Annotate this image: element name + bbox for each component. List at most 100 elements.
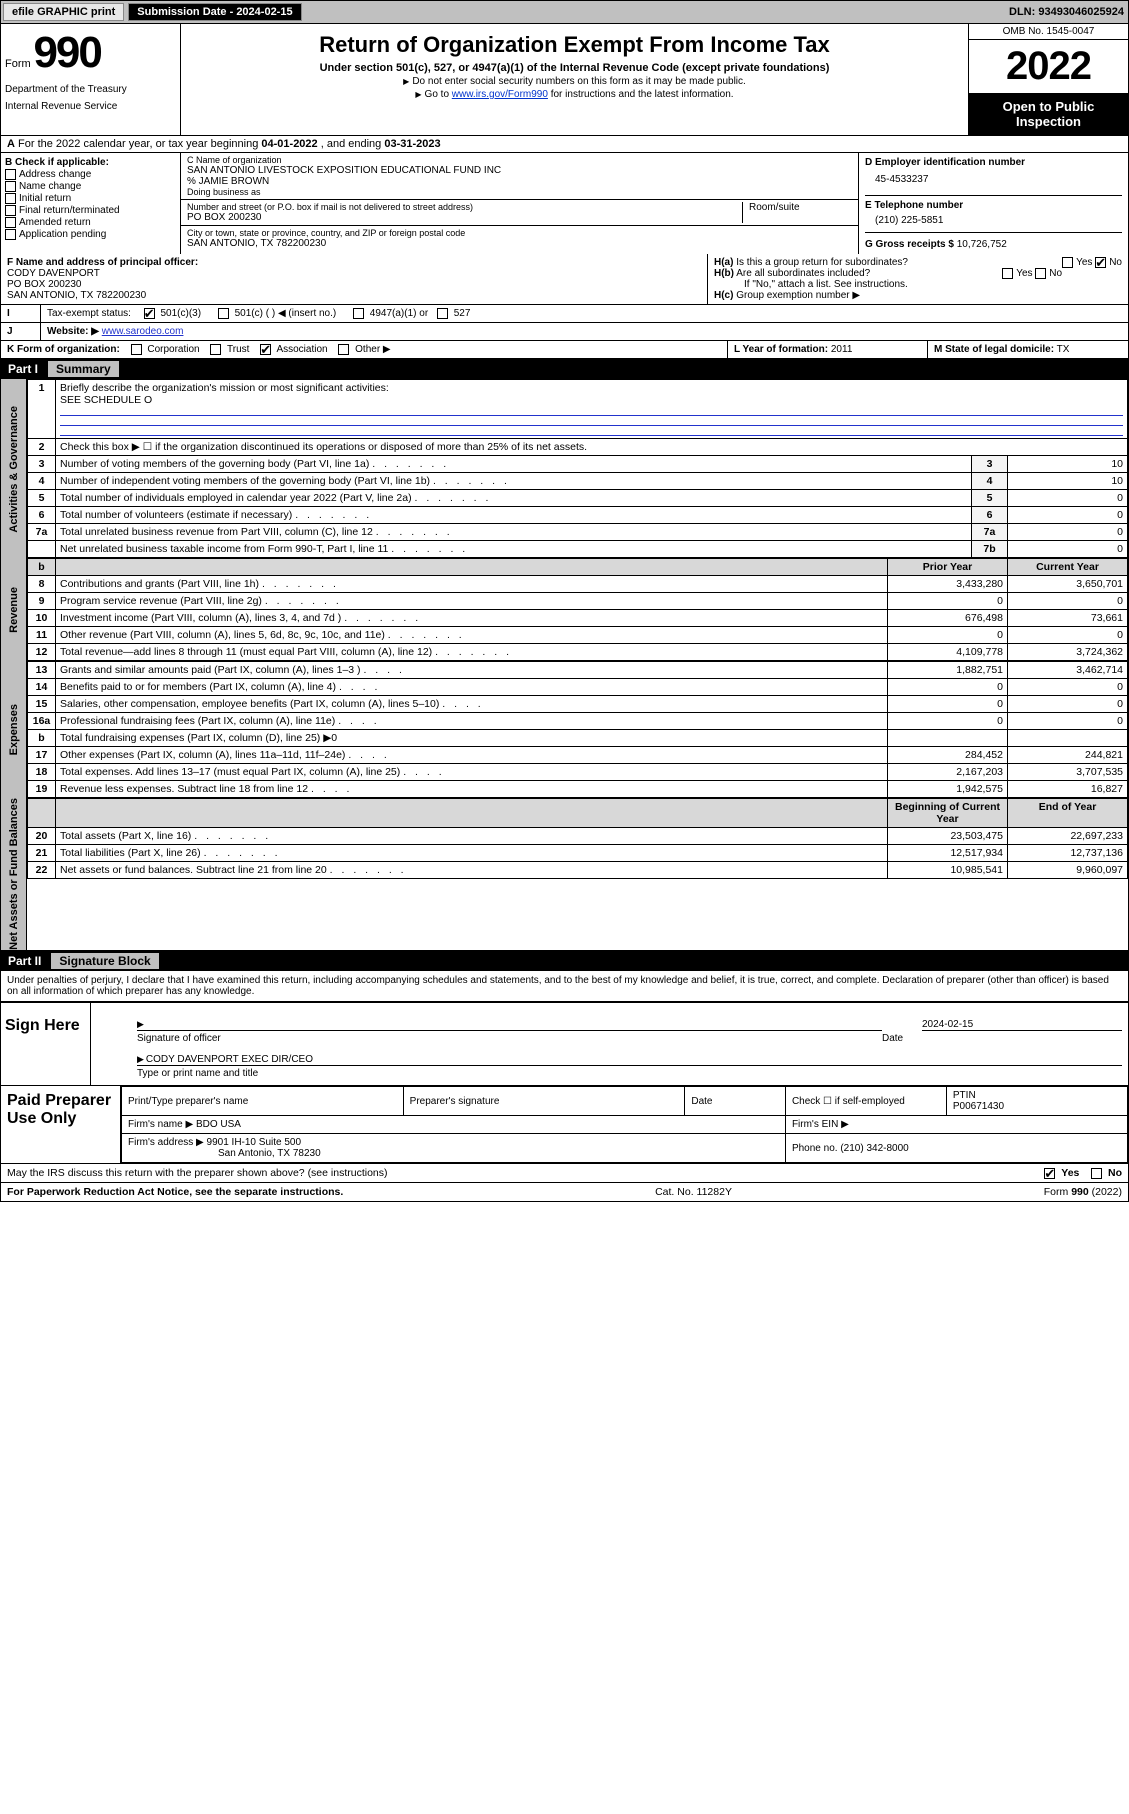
chk-501c3[interactable] — [144, 308, 155, 319]
chk-4947[interactable] — [353, 308, 364, 319]
firm-city-val: San Antonio, TX 78230 — [218, 1148, 321, 1159]
l-val: 2011 — [831, 344, 853, 355]
dln-label: DLN: 93493046025924 — [1005, 6, 1128, 18]
c-room-lbl: Room/suite — [742, 202, 852, 223]
discuss-text: May the IRS discuss this return with the… — [7, 1167, 388, 1179]
row-i-tax-status: I Tax-exempt status: 501(c)(3) 501(c) ( … — [0, 305, 1129, 323]
opt-amended: Amended return — [19, 217, 91, 228]
irs-label: Internal Revenue Service — [5, 101, 176, 112]
firm-name-lbl: Firm's name ▶ — [128, 1119, 193, 1130]
paid-preparer-label: Paid Preparer Use Only — [1, 1086, 121, 1163]
i-lbl: Tax-exempt status: — [47, 308, 131, 319]
pra-notice: For Paperwork Reduction Act Notice, see … — [7, 1186, 343, 1198]
hdr-current: Current Year — [1008, 559, 1128, 576]
chk-name-change[interactable] — [5, 181, 16, 192]
hb-yes-lbl: Yes — [1016, 268, 1032, 279]
b-label: B Check if applicable: — [5, 157, 109, 168]
form-prefix: Form — [5, 58, 31, 70]
l-lbl: L Year of formation: — [734, 344, 828, 355]
chk-527[interactable] — [437, 308, 448, 319]
side-revenue: Revenue — [1, 558, 27, 661]
i-o3: 4947(a)(1) or — [370, 308, 428, 319]
e-phone-val: (210) 225-5851 — [875, 215, 1122, 226]
sig-date-val: 2024-02-15 — [922, 1019, 973, 1030]
subtitle-3: Go to www.irs.gov/Form990 for instructio… — [191, 89, 958, 100]
k-o1: Trust — [227, 344, 249, 355]
side-net: Net Assets or Fund Balances — [1, 798, 27, 950]
k-assoc[interactable] — [260, 344, 271, 355]
side-governance: Activities & Governance — [1, 379, 27, 558]
k-o2: Association — [276, 344, 327, 355]
sign-here-label: Sign Here — [1, 1003, 91, 1085]
open-public-badge: Open to Public Inspection — [969, 93, 1128, 135]
discuss-yes[interactable] — [1044, 1168, 1055, 1179]
rowA-begin: 04-01-2022 — [261, 138, 317, 150]
c-care-of: % JAMIE BROWN — [187, 176, 852, 187]
hc-text: Group exemption number ▶ — [736, 290, 860, 301]
cat-no: Cat. No. 11282Y — [655, 1186, 732, 1198]
top-bar: efile GRAPHIC print Submission Date - 20… — [0, 0, 1129, 24]
f-addr1: PO BOX 200230 — [7, 279, 82, 290]
hb-no[interactable] — [1035, 268, 1046, 279]
pp-ptin: P00671430 — [953, 1101, 1004, 1112]
rowA-end: 03-31-2023 — [384, 138, 440, 150]
hb-no-lbl: No — [1049, 268, 1062, 279]
side-gov-label: Activities & Governance — [8, 406, 20, 533]
c-city: SAN ANTONIO, TX 782200230 — [187, 238, 852, 249]
chk-amended[interactable] — [5, 217, 16, 228]
i-o1: 501(c)(3) — [160, 308, 201, 319]
ha-yes[interactable] — [1062, 257, 1073, 268]
signature-section: Sign Here Signature of officer 2024-02-1… — [0, 1001, 1129, 1164]
net-assets-block: Net Assets or Fund Balances Beginning of… — [0, 798, 1129, 951]
ha-no[interactable] — [1095, 257, 1106, 268]
m-lbl: M State of legal domicile: — [934, 344, 1054, 355]
sig-date-lbl: Date — [882, 1033, 1122, 1044]
tax-year: 2022 — [969, 40, 1128, 93]
officer-sig-line[interactable] — [137, 1013, 882, 1031]
page-footer: For Paperwork Reduction Act Notice, see … — [0, 1183, 1129, 1202]
c-org-name: SAN ANTONIO LIVESTOCK EXPOSITION EDUCATI… — [187, 165, 852, 176]
revenue-block: Revenue bPrior YearCurrent Year 8Contrib… — [0, 558, 1129, 661]
l1-lbl: Briefly describe the organization's miss… — [60, 382, 389, 394]
f-addr2: SAN ANTONIO, TX 782200230 — [7, 290, 146, 301]
chk-501c[interactable] — [218, 308, 229, 319]
irs-link[interactable]: www.irs.gov/Form990 — [452, 89, 548, 100]
website-link[interactable]: www.sarodeo.com — [102, 326, 184, 337]
k-corp[interactable] — [131, 344, 142, 355]
part-i-header: Part I Summary — [0, 359, 1129, 379]
c-name-lbl: C Name of organization — [187, 155, 852, 165]
side-exp-label: Expenses — [8, 704, 20, 755]
c-dba-lbl: Doing business as — [187, 187, 852, 197]
efile-button[interactable]: efile GRAPHIC print — [3, 3, 124, 21]
k-trust[interactable] — [210, 344, 221, 355]
submission-date-button[interactable]: Submission Date - 2024-02-15 — [128, 3, 301, 21]
sub3-post: for instructions and the latest informat… — [548, 89, 734, 100]
hb-yes[interactable] — [1002, 268, 1013, 279]
c-addr-lbl: Number and street (or P.O. box if mail i… — [187, 202, 742, 212]
j-lbl: Website: ▶ — [47, 326, 99, 337]
discuss-no-lbl: No — [1108, 1167, 1122, 1179]
k-other[interactable] — [338, 344, 349, 355]
sub3-pre: Go to — [425, 89, 452, 100]
e-phone-lbl: E Telephone number — [865, 200, 1122, 211]
hb-note: If "No," attach a list. See instructions… — [744, 279, 908, 290]
hdr-prior: Prior Year — [888, 559, 1008, 576]
hdr-end: End of Year — [1008, 799, 1128, 828]
part-ii-title: Signature Block — [51, 953, 158, 969]
paid-preparer-section: Paid Preparer Use Only Print/Type prepar… — [1, 1085, 1128, 1163]
ha-text: Is this a group return for subordinates? — [736, 257, 908, 268]
dept-treasury: Department of the Treasury — [5, 84, 176, 95]
opt-name: Name change — [19, 181, 81, 192]
f-name: CODY DAVENPORT — [7, 268, 100, 279]
chk-initial[interactable] — [5, 193, 16, 204]
chk-final[interactable] — [5, 205, 16, 216]
chk-address-change[interactable] — [5, 169, 16, 180]
preparer-table: Print/Type preparer's name Preparer's si… — [121, 1086, 1128, 1163]
c-city-lbl: City or town, state or province, country… — [187, 228, 852, 238]
chk-pending[interactable] — [5, 229, 16, 240]
governance-block: Activities & Governance 1 Briefly descri… — [0, 379, 1129, 558]
sig-date-line: 2024-02-15 — [922, 1013, 1122, 1031]
discuss-no[interactable] — [1091, 1168, 1102, 1179]
pp-col-a: Print/Type preparer's name — [122, 1087, 404, 1116]
part-i-title: Summary — [48, 361, 119, 377]
